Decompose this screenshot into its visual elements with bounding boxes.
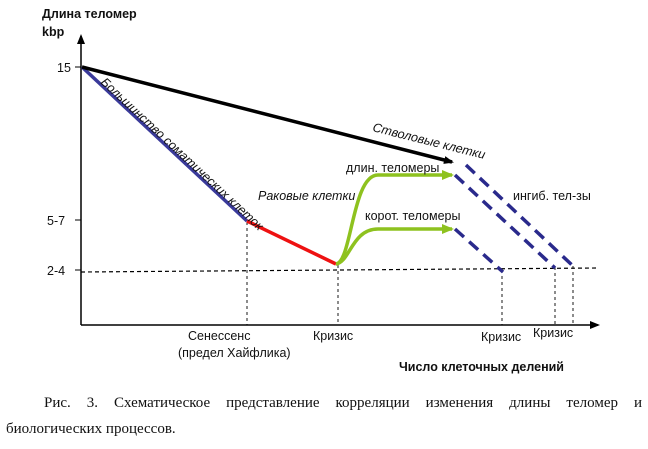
y-axis-title-line2: kbp (42, 25, 65, 39)
crisis-label-3: Кризис (533, 326, 573, 340)
short-telomeres-curve (335, 224, 454, 266)
short-telomeres-label: корот. теломеры (365, 209, 460, 223)
y-tick-label-5-7: 5-7 (47, 214, 65, 228)
post-senescence-line (246, 219, 337, 266)
dashed-decline-stem (464, 163, 575, 268)
inhibitor-label: ингиб. тел-зы (513, 189, 591, 203)
somatic-label: Большинство соматических клеток (98, 75, 267, 234)
y-tick-label-15: 15 (57, 61, 71, 75)
y-tick-label-2-4: 2-4 (47, 264, 65, 278)
y-axis-title-line1: Длина теломер (42, 7, 137, 21)
somatic-cells-line (80, 65, 249, 223)
figure-caption: Рис. 3. Схематическое представление корр… (6, 395, 642, 437)
cancer-label: Раковые клетки (258, 189, 355, 203)
long-telomeres-label: длин. теломеры (346, 161, 439, 175)
crisis-label-1: Кризис (313, 329, 353, 343)
x-axis-title: Число клеточных делений (399, 360, 564, 374)
senescence-label-line1: Сенессенс (188, 329, 250, 343)
crisis-label-2: Кризис (481, 330, 521, 344)
dashed-decline-long (453, 173, 557, 270)
senescence-label-line2: (предел Хайфлика) (178, 346, 291, 360)
critical-length-line (80, 267, 599, 273)
stem-cells-line (81, 65, 454, 164)
dashed-decline-short (453, 227, 505, 274)
